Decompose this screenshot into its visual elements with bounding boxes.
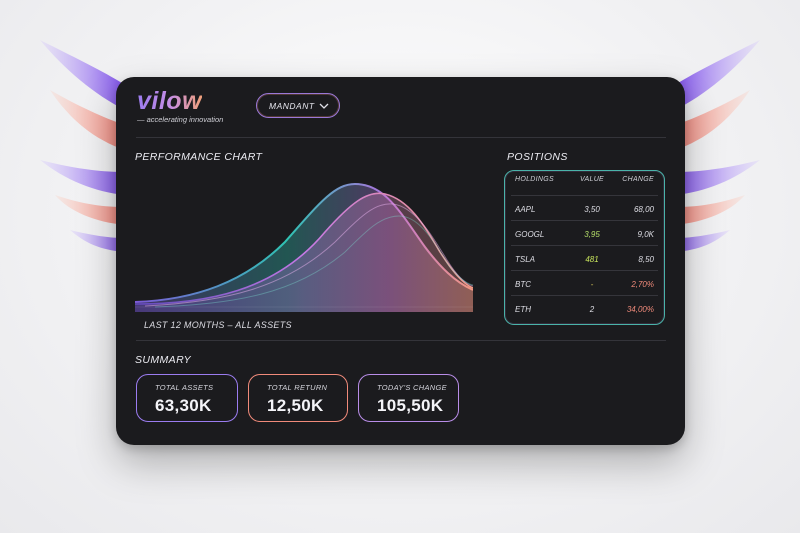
table-row[interactable]: ETH 2 34,00% bbox=[505, 296, 664, 321]
table-row[interactable]: AAPL 3,50 68,00 bbox=[505, 196, 664, 221]
holding-change: 9,0K bbox=[637, 230, 654, 239]
table-row[interactable]: TSLA 481 8,50 bbox=[505, 246, 664, 271]
account-dropdown-value: MANDANT bbox=[269, 100, 315, 111]
stat-label: TODAY'S CHANGE bbox=[377, 383, 447, 392]
dashboard-card: vilow — accelerating innovation MANDANT … bbox=[116, 77, 685, 445]
holding-change: 8,50 bbox=[638, 255, 654, 264]
stat-card-total-return[interactable]: TOTAL RETURN 12,50K bbox=[248, 374, 348, 422]
row-divider bbox=[511, 245, 658, 246]
stat-value: 63,30K bbox=[155, 396, 212, 415]
table-row[interactable]: GOOGL 3,95 9,0K bbox=[505, 221, 664, 246]
positions-header-holdings: HOLDINGS bbox=[515, 176, 554, 183]
chevron-down-icon bbox=[319, 103, 329, 109]
table-row[interactable]: BTC - 2,70% bbox=[505, 271, 664, 296]
positions-header-value: VALUE bbox=[579, 176, 605, 183]
holding-name: BTC bbox=[515, 280, 531, 289]
holding-value: 3,50 bbox=[584, 205, 600, 214]
summary-divider bbox=[136, 340, 666, 341]
performance-chart-caption: LAST 12 MONTHS – ALL ASSETS bbox=[144, 320, 292, 330]
positions-header-row: HOLDINGS VALUE CHANGE bbox=[505, 171, 664, 196]
performance-chart-title: PERFORMANCE CHART bbox=[135, 151, 263, 163]
account-dropdown[interactable]: MANDANT bbox=[256, 93, 340, 118]
holding-name: AAPL bbox=[515, 205, 536, 214]
stat-card-total-assets[interactable]: TOTAL ASSETS 63,30K bbox=[136, 374, 238, 422]
brand-tagline: — accelerating innovation bbox=[137, 115, 224, 124]
performance-waves bbox=[135, 182, 473, 312]
stat-value: 105,50K bbox=[377, 396, 444, 415]
holding-value: 2 bbox=[589, 305, 595, 314]
holding-value: - bbox=[590, 280, 594, 289]
holding-name: TSLA bbox=[515, 255, 536, 264]
positions-title: POSITIONS bbox=[507, 151, 568, 163]
right-wing bbox=[675, 40, 760, 252]
holding-value: 481 bbox=[585, 255, 599, 264]
holding-name: GOOGL bbox=[515, 230, 545, 239]
holding-value: 3,95 bbox=[584, 230, 600, 239]
row-divider bbox=[511, 270, 658, 271]
header-divider bbox=[136, 137, 666, 138]
holding-name: ETH bbox=[515, 305, 531, 314]
holding-change: 2,70% bbox=[631, 280, 654, 289]
holding-change: 34,00% bbox=[626, 305, 654, 314]
performance-chart bbox=[135, 182, 473, 312]
left-wing bbox=[40, 40, 125, 252]
holding-change: 68,00 bbox=[633, 205, 654, 214]
stat-label: TOTAL RETURN bbox=[267, 383, 328, 392]
positions-table: HOLDINGS VALUE CHANGE AAPL 3,50 68,00 GO… bbox=[504, 170, 665, 325]
row-divider bbox=[511, 295, 658, 296]
brand-logo[interactable]: vilow bbox=[137, 87, 203, 115]
stat-value: 12,50K bbox=[267, 396, 324, 415]
stat-card-todays-change[interactable]: TODAY'S CHANGE 105,50K bbox=[358, 374, 459, 422]
stat-label: TOTAL ASSETS bbox=[155, 383, 214, 392]
row-divider bbox=[511, 195, 658, 196]
summary-title: SUMMARY bbox=[135, 354, 192, 366]
positions-header-change: CHANGE bbox=[622, 176, 654, 183]
row-divider bbox=[511, 220, 658, 221]
